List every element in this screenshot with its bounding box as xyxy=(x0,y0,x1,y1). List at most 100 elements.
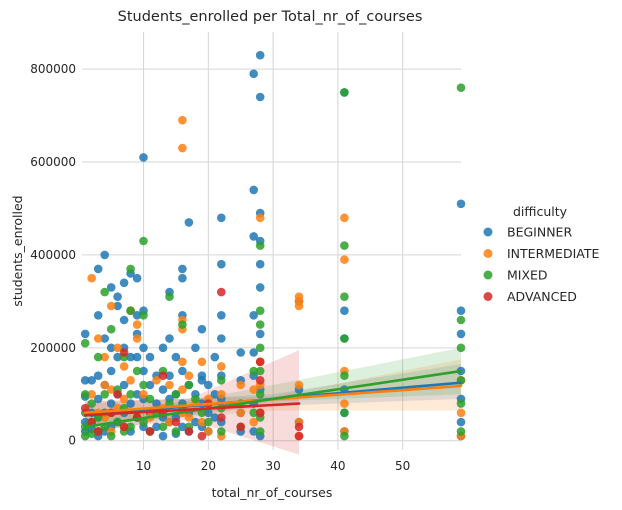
data-point-beginner xyxy=(204,408,213,418)
data-point-mixed xyxy=(456,343,466,353)
legend-marker-intermediate xyxy=(483,249,493,258)
regression-lines xyxy=(83,369,463,429)
data-point-mixed xyxy=(158,422,168,432)
data-point-advanced xyxy=(294,422,304,432)
data-point-advanced xyxy=(294,431,304,441)
data-point-mixed xyxy=(340,431,349,441)
data-point-beginner xyxy=(113,352,122,362)
data-point-mixed xyxy=(171,390,181,399)
x-axis-label: total_nr_of_courses xyxy=(212,485,333,500)
data-point-intermediate xyxy=(178,357,187,367)
data-point-beginner xyxy=(217,213,226,223)
data-point-beginner xyxy=(210,390,220,399)
data-point-advanced xyxy=(80,403,90,413)
data-point-beginner xyxy=(191,343,200,353)
data-point-mixed xyxy=(126,264,135,274)
data-point-beginner xyxy=(126,352,135,362)
data-point-beginner xyxy=(255,259,265,269)
data-point-beginner xyxy=(165,334,174,343)
data-point-beginner xyxy=(106,366,116,376)
data-point-intermediate xyxy=(113,343,122,353)
data-point-beginner xyxy=(456,199,466,209)
data-point-mixed xyxy=(80,338,90,348)
data-point-mixed xyxy=(165,292,174,302)
data-point-mixed xyxy=(106,324,116,334)
data-point-advanced xyxy=(255,408,265,418)
data-point-mixed xyxy=(171,427,181,436)
data-point-mixed xyxy=(139,311,148,320)
data-point-mixed xyxy=(340,241,349,250)
data-point-mixed xyxy=(340,334,349,343)
data-point-beginner xyxy=(249,185,258,195)
legend-marker-beginner xyxy=(483,227,493,237)
data-point-beginner xyxy=(210,413,220,422)
data-point-intermediate xyxy=(100,352,109,362)
data-point-beginner xyxy=(249,69,258,79)
data-point-intermediate xyxy=(340,213,349,223)
data-point-mixed xyxy=(139,380,148,390)
data-point-beginner xyxy=(340,306,349,316)
data-point-advanced xyxy=(93,427,103,436)
data-point-beginner xyxy=(87,376,96,385)
x-tick-label: 20 xyxy=(201,459,216,473)
data-point-beginner xyxy=(249,232,258,241)
x-tick-labels: 10 20 30 40 50 xyxy=(136,459,410,473)
legend-label-mixed: MIXED xyxy=(507,268,548,283)
data-point-intermediate xyxy=(249,385,258,394)
data-point-mixed xyxy=(100,287,109,297)
data-point-intermediate xyxy=(204,427,213,436)
data-point-beginner xyxy=(80,376,90,385)
data-point-intermediate xyxy=(178,385,187,394)
data-point-beginner xyxy=(80,329,90,339)
legend-marker-mixed xyxy=(483,270,493,280)
data-point-beginner xyxy=(171,352,181,362)
data-point-beginner xyxy=(139,153,148,162)
chart-title: Students_enrolled per Total_nr_of_course… xyxy=(118,9,423,25)
data-point-advanced xyxy=(113,390,122,399)
legend-label-intermediate: INTERMEDIATE xyxy=(507,246,599,261)
data-point-mixed xyxy=(340,88,349,97)
data-point-beginner xyxy=(249,427,258,436)
data-point-beginner xyxy=(93,264,103,274)
data-point-intermediate xyxy=(106,301,116,311)
data-point-beginner xyxy=(100,250,109,260)
data-point-mixed xyxy=(217,427,226,436)
data-point-beginner xyxy=(93,311,103,320)
data-point-intermediate xyxy=(197,357,207,367)
data-point-intermediate xyxy=(132,334,142,343)
data-point-intermediate xyxy=(217,390,226,399)
data-point-mixed xyxy=(204,417,213,427)
data-point-beginner xyxy=(249,348,258,357)
data-point-mixed xyxy=(126,422,135,432)
data-point-intermediate xyxy=(139,390,148,399)
data-point-beginner xyxy=(456,329,466,339)
data-point-mixed xyxy=(340,292,349,302)
y-tick-label: 200000 xyxy=(30,341,76,355)
data-point-mixed xyxy=(178,320,187,329)
data-point-intermediate xyxy=(249,417,258,427)
data-point-beginner xyxy=(132,273,142,283)
data-point-mixed xyxy=(249,366,258,376)
data-point-beginner xyxy=(178,273,187,283)
data-point-mixed xyxy=(184,380,194,390)
x-tick-label: 50 xyxy=(395,459,410,473)
data-point-advanced xyxy=(171,417,181,427)
data-point-beginner xyxy=(197,324,207,334)
data-point-intermediate xyxy=(87,273,96,283)
data-point-beginner xyxy=(106,283,116,292)
data-point-mixed xyxy=(126,390,135,399)
data-point-intermediate xyxy=(106,385,116,394)
data-point-mixed xyxy=(80,390,90,399)
data-point-beginner xyxy=(139,366,148,376)
data-point-mixed xyxy=(191,394,200,404)
legend-label-beginner: BEGINNER xyxy=(507,225,572,240)
data-point-intermediate xyxy=(217,362,226,371)
data-point-beginner xyxy=(158,385,168,394)
data-point-beginner xyxy=(152,399,161,408)
data-point-beginner xyxy=(236,348,245,357)
data-point-intermediate xyxy=(178,115,187,125)
data-point-intermediate xyxy=(340,255,349,264)
data-point-mixed xyxy=(255,427,265,436)
data-point-intermediate xyxy=(236,408,245,418)
